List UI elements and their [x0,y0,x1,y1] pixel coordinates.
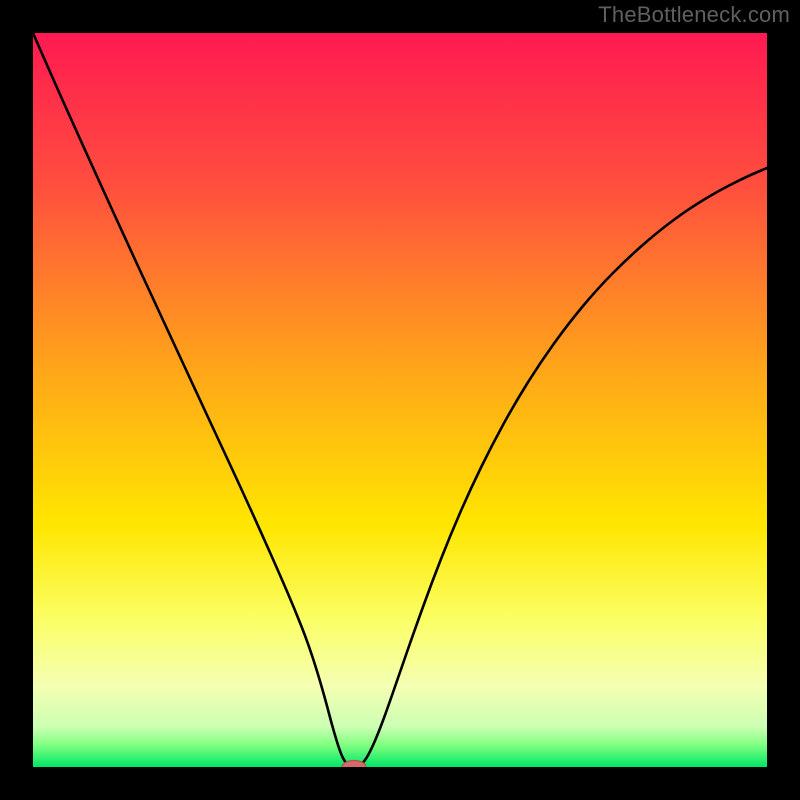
watermark-text: TheBottleneck.com [598,2,790,28]
plot-gradient-background [33,33,767,767]
chart-container: TheBottleneck.com [0,0,800,800]
bottleneck-chart [0,0,800,800]
